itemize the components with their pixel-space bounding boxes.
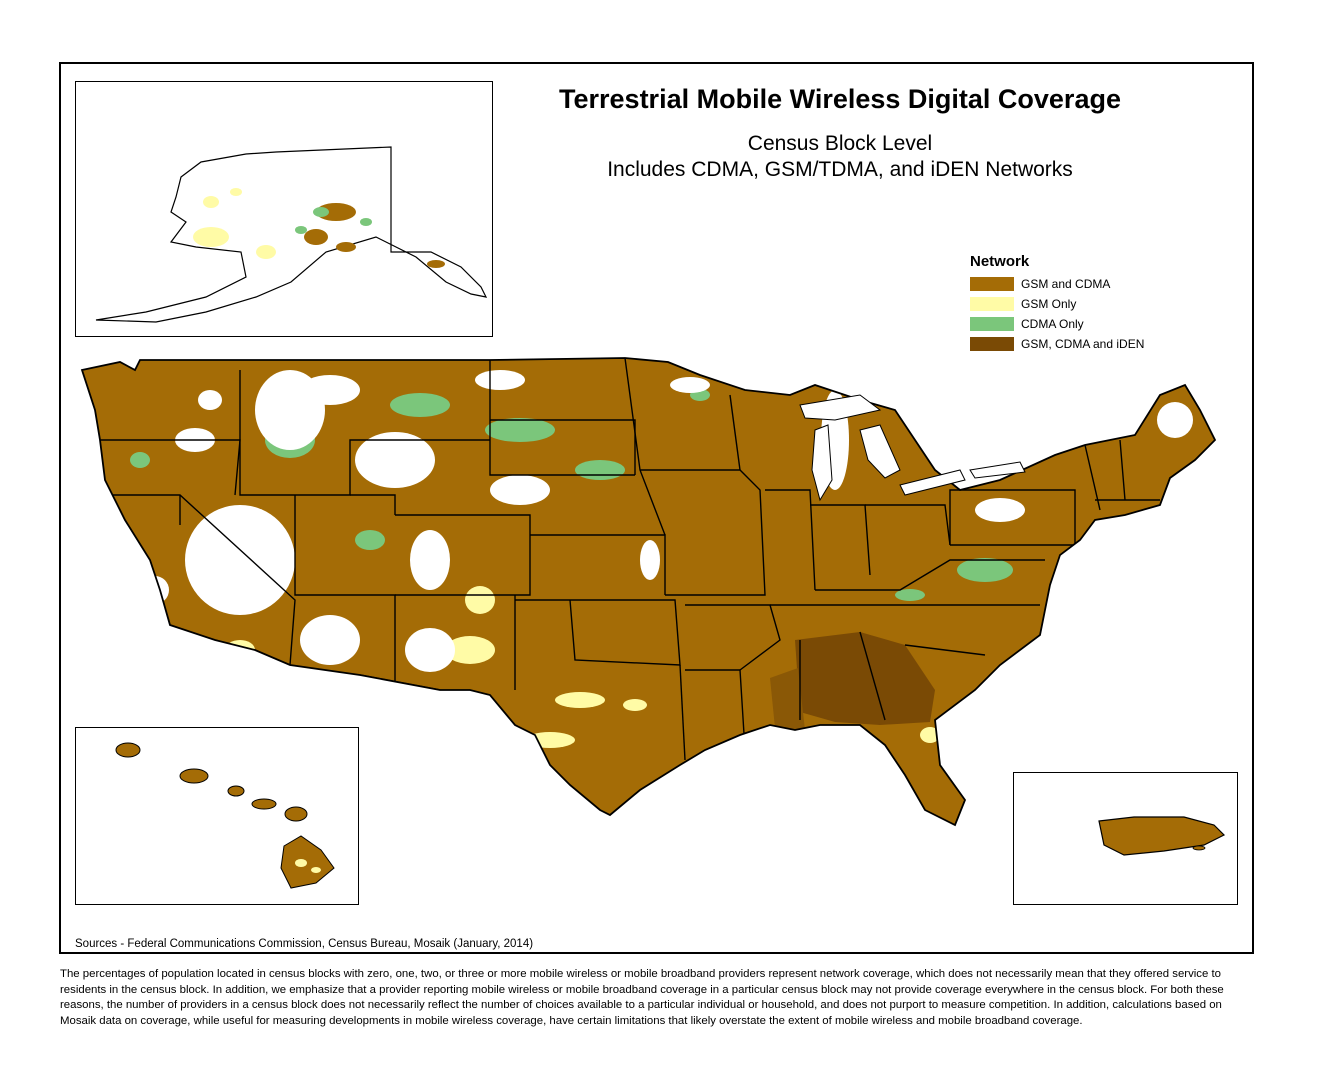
legend-item-gsm-cdma-iden: GSM, CDMA and iDEN bbox=[970, 334, 1210, 354]
puerto-rico-inset bbox=[1013, 772, 1238, 905]
map-subtitle-level: Census Block Level bbox=[747, 132, 933, 155]
map-title: Terrestrial Mobile Wireless Digital Cove… bbox=[559, 84, 1121, 114]
hawaii-map bbox=[115, 742, 335, 889]
alaska-inset bbox=[75, 81, 493, 337]
legend-swatch bbox=[970, 297, 1014, 311]
legend-item-gsm-only: GSM Only bbox=[970, 294, 1210, 314]
legend-item-label: GSM Only bbox=[1021, 297, 1077, 311]
legend-item-label: CDMA Only bbox=[1021, 317, 1084, 331]
footnote: The percentages of population located in… bbox=[60, 968, 1224, 1027]
legend-title: Network bbox=[970, 253, 1030, 270]
map-subtitle-networks: Includes CDMA, GSM/TDMA, and iDEN Networ… bbox=[607, 158, 1073, 181]
alaska-map bbox=[95, 146, 488, 323]
legend-item-label: GSM, CDMA and iDEN bbox=[1021, 337, 1145, 351]
legend-item-label: GSM and CDMA bbox=[1021, 277, 1111, 291]
map-legend: Network GSM and CDMA GSM Only CDMA Only … bbox=[970, 253, 1210, 354]
legend-item-gsm-cdma: GSM and CDMA bbox=[970, 274, 1210, 294]
hawaii-inset bbox=[75, 727, 359, 905]
legend-swatch bbox=[970, 317, 1014, 331]
legend-item-cdma-only: CDMA Only bbox=[970, 314, 1210, 334]
legend-swatch bbox=[970, 337, 1014, 351]
legend-swatch bbox=[970, 277, 1014, 291]
sources-note: Sources - Federal Communications Commiss… bbox=[75, 938, 534, 950]
puerto-rico-map bbox=[1098, 816, 1226, 856]
